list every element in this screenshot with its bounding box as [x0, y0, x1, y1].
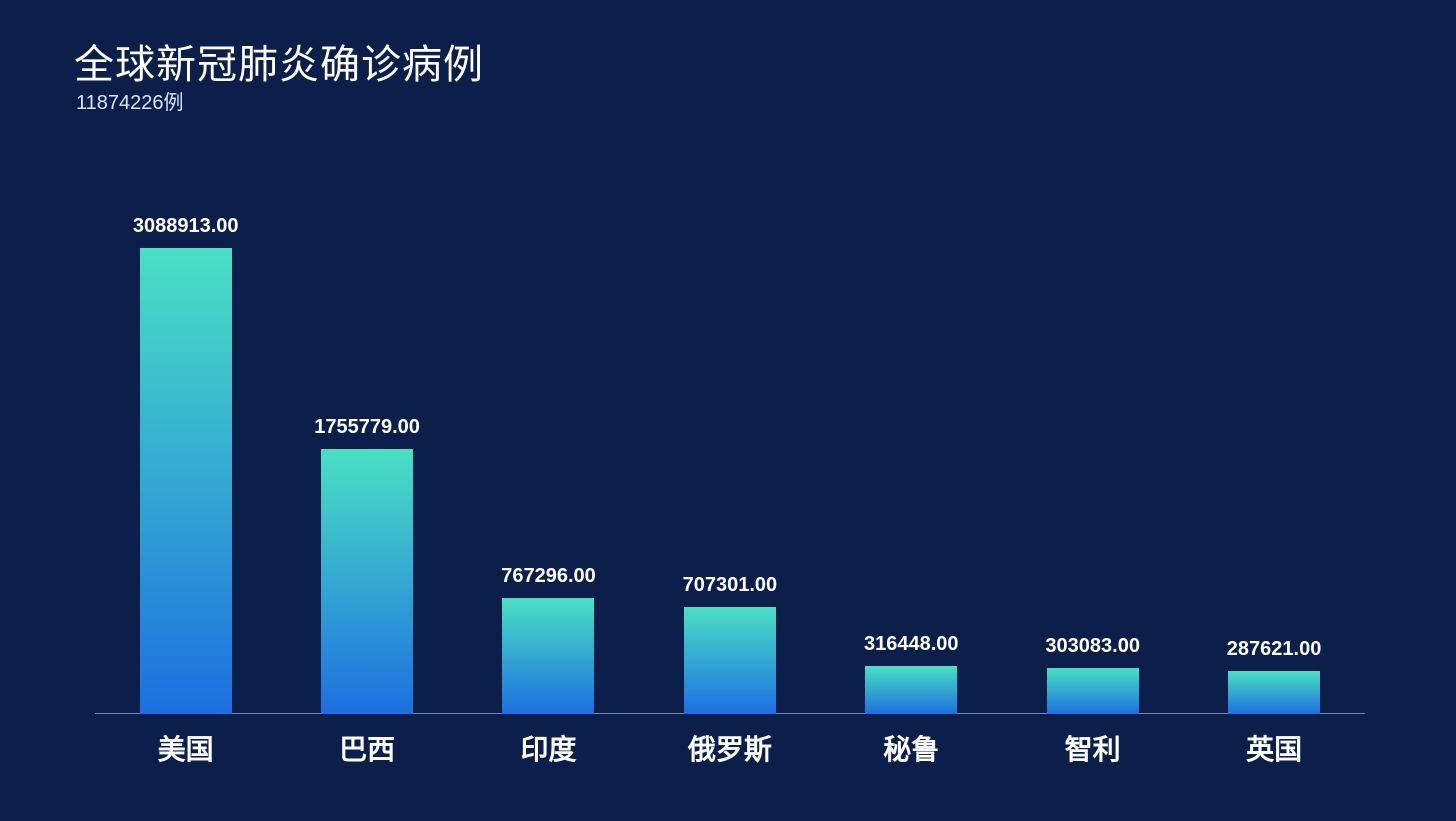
category-label: 英国	[1246, 728, 1302, 768]
bar-value-label: 287621.00	[1227, 638, 1322, 661]
bar	[1228, 671, 1320, 714]
bar	[502, 598, 594, 714]
category-label: 俄罗斯	[688, 728, 772, 768]
bar	[865, 666, 957, 714]
bar-value-label: 316448.00	[864, 633, 959, 656]
bar-value-label: 767296.00	[501, 565, 596, 588]
chart-title: 全球新冠肺炎确诊病例	[74, 32, 484, 90]
bar-value-label: 707301.00	[683, 574, 778, 597]
bar	[1047, 668, 1139, 714]
bar-group: 316448.00秘鲁	[821, 220, 1002, 714]
category-label: 巴西	[339, 728, 395, 768]
chart-canvas: 全球新冠肺炎确诊病例 11874226例 3088913.00美国1755779…	[0, 0, 1456, 821]
category-label: 秘鲁	[883, 728, 939, 768]
plot-area: 3088913.00美国1755779.00巴西767296.00印度70730…	[95, 220, 1365, 714]
bar-group: 287621.00英国	[1183, 220, 1364, 714]
category-label: 美国	[158, 728, 214, 768]
bar-group: 3088913.00美国	[95, 220, 276, 714]
bar-value-label: 1755779.00	[314, 416, 420, 439]
bar-group: 767296.00印度	[458, 220, 639, 714]
category-label: 印度	[520, 728, 576, 768]
bar-group: 1755779.00巴西	[276, 220, 457, 714]
bar-value-label: 303083.00	[1045, 635, 1140, 658]
bar	[321, 449, 413, 714]
chart-subtitle: 11874226例	[76, 86, 184, 115]
category-label: 智利	[1065, 728, 1121, 768]
bar	[684, 607, 776, 714]
bar	[140, 248, 232, 714]
bar-value-label: 3088913.00	[133, 215, 239, 238]
bar-group: 707301.00俄罗斯	[639, 220, 820, 714]
bar-group: 303083.00智利	[1002, 220, 1183, 714]
